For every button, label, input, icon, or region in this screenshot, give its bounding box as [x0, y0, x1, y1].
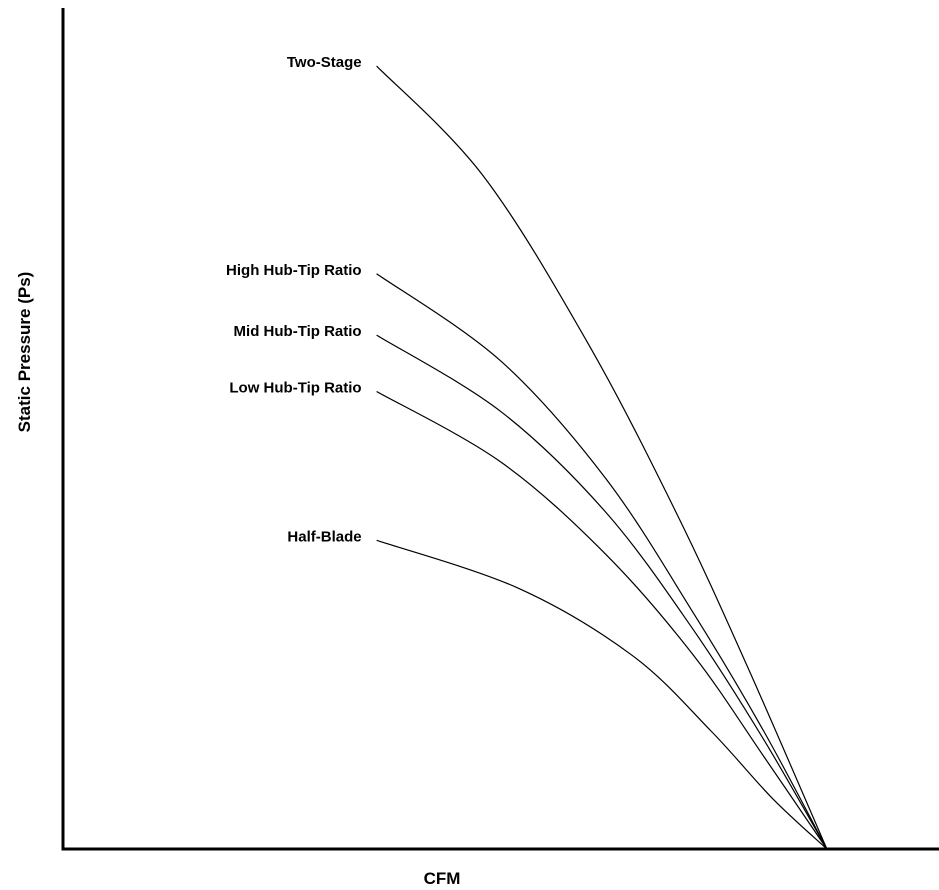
curve-0	[376, 65, 828, 850]
curve-label-3: Low Hub-Tip Ratio	[229, 379, 361, 396]
curve-2	[376, 334, 828, 850]
curve-label-1: High Hub-Tip Ratio	[226, 262, 362, 279]
curve-label-2: Mid Hub-Tip Ratio	[234, 323, 362, 340]
curve-1	[376, 273, 828, 850]
curve-labels-group: Two-Stage High Hub-Tip Ratio Mid Hub-Tip R…	[226, 54, 362, 545]
curve-4	[376, 539, 828, 850]
curves-group	[376, 65, 828, 850]
x-axis-label: CFM	[424, 869, 461, 888]
y-axis-label: Static Pressure (Ps)	[15, 272, 34, 433]
curve-3	[376, 390, 828, 850]
curve-label-0: Two-Stage	[287, 54, 362, 71]
curve-label-4: Half-Blade	[287, 528, 361, 545]
